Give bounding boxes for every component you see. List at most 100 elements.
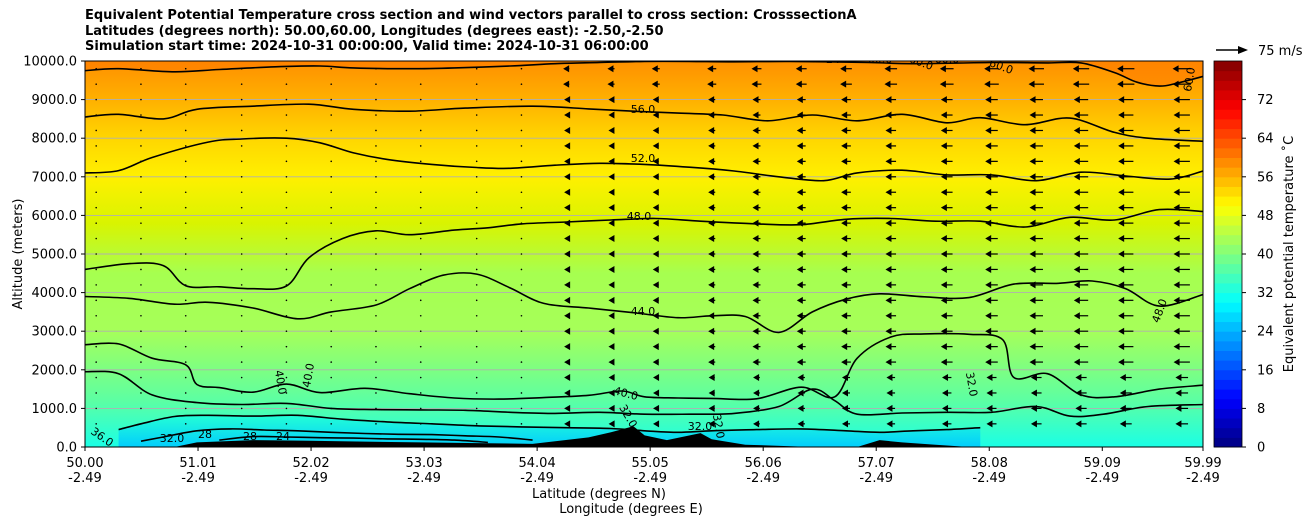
- wind-vector: [184, 222, 187, 224]
- wind-vector: [375, 392, 377, 394]
- wind-vector-head: [1029, 188, 1036, 196]
- wind-vector-head: [940, 157, 947, 165]
- wind-vector-head: [885, 142, 892, 150]
- wind-vector: [707, 65, 717, 73]
- wind-vector-head: [1028, 65, 1035, 73]
- wind-vector-head: [796, 188, 803, 196]
- wind-vector: [330, 145, 333, 147]
- wind-vector: [752, 265, 761, 273]
- x-tick-label-lat: 53.03: [405, 456, 442, 471]
- wind-vector: [841, 265, 851, 273]
- wind-vector-head: [796, 157, 803, 165]
- wind-vector: [751, 65, 762, 73]
- x-tick-label-lat: 59.99: [1184, 456, 1221, 471]
- wind-vector: [885, 327, 897, 335]
- wind-vector: [708, 219, 716, 227]
- wind-vector: [752, 250, 761, 258]
- wind-vector: [564, 327, 571, 335]
- y-tick-label: 0.0: [56, 441, 77, 456]
- wind-vector-head: [985, 188, 992, 196]
- wind-vector: [520, 314, 523, 317]
- wind-vector-head: [608, 250, 615, 258]
- colorbar-band: [1214, 311, 1242, 323]
- contour-label: 56.0: [631, 103, 656, 116]
- wind-vector: [652, 204, 659, 212]
- colorbar-band: [1214, 186, 1242, 197]
- wind-vector: [1119, 404, 1132, 412]
- wind-vector: [330, 361, 333, 363]
- wind-vector: [752, 281, 761, 289]
- wind-vector: [330, 176, 333, 178]
- wind-vector: [140, 407, 142, 410]
- contour-line-56: [85, 103, 1203, 143]
- wind-vector: [520, 268, 523, 271]
- wind-vector-head: [1173, 358, 1180, 366]
- wind-vector: [240, 392, 243, 394]
- wind-vector: [184, 314, 187, 317]
- wind-vector: [564, 204, 571, 212]
- wind-vector: [520, 160, 523, 163]
- wind-vector-head: [1118, 265, 1125, 273]
- wind-vector: [797, 374, 805, 382]
- wind-vector-head: [1173, 250, 1180, 258]
- wind-vector-head: [1119, 404, 1126, 412]
- wind-vector: [841, 404, 851, 412]
- wind-vector: [841, 96, 851, 104]
- wind-vector: [240, 253, 243, 255]
- wind-vector: [330, 423, 333, 425]
- wind-vector-head: [1029, 96, 1036, 104]
- wind-vector: [140, 423, 142, 425]
- wind-vector: [884, 80, 898, 88]
- wind-vector: [330, 345, 333, 348]
- wind-vector-head: [885, 281, 892, 289]
- wind-vector: [419, 299, 422, 302]
- quiver-key-label: 75 m/s: [1258, 44, 1303, 59]
- wind-vector: [1175, 404, 1189, 412]
- x-axis: 50.00-2.4951.01-2.4952.02-2.4953.03-2.49…: [66, 447, 1222, 486]
- wind-vector: [140, 237, 142, 240]
- wind-vector: [184, 253, 187, 255]
- y-tick-label: 9000.0: [32, 93, 78, 108]
- wind-vector: [520, 114, 523, 116]
- wind-vector: [1073, 235, 1089, 243]
- wind-vector-head: [753, 404, 760, 412]
- wind-vector: [1029, 358, 1043, 366]
- wind-vector-head: [608, 265, 615, 273]
- wind-vector: [652, 219, 659, 227]
- wind-vector: [1118, 204, 1134, 212]
- wind-vector-head: [841, 281, 848, 289]
- wind-vector-head: [1030, 389, 1037, 397]
- wind-vector-head: [1118, 296, 1125, 304]
- wind-vector-head: [796, 173, 803, 181]
- wind-vector: [940, 265, 953, 273]
- wind-vector: [885, 312, 897, 320]
- wind-vector-head: [564, 96, 571, 104]
- colorbar-tick-label: 40: [1257, 248, 1274, 263]
- wind-vector: [752, 142, 761, 150]
- wind-vector: [95, 268, 97, 271]
- wind-vector: [885, 173, 897, 181]
- colorbar-band: [1214, 427, 1242, 438]
- colorbar-band: [1214, 176, 1242, 187]
- wind-vector: [796, 343, 806, 351]
- wind-vector: [140, 222, 142, 224]
- wind-vector: [95, 253, 97, 255]
- wind-vector: [708, 250, 716, 258]
- wind-vector: [95, 98, 97, 101]
- wind-vector: [940, 296, 953, 304]
- wind-vector: [1173, 343, 1190, 351]
- wind-vector: [419, 314, 422, 317]
- wind-vector: [1117, 65, 1135, 73]
- wind-vector-head: [708, 173, 715, 181]
- wind-vector: [841, 235, 851, 243]
- wind-vector: [608, 265, 615, 273]
- colorbar-band: [1214, 128, 1242, 139]
- contour-label: 40.0: [300, 362, 317, 388]
- wind-vector-head: [608, 188, 615, 196]
- wind-vector: [240, 83, 243, 85]
- wind-vector-head: [1118, 142, 1125, 150]
- wind-vector-head: [885, 173, 892, 181]
- y-tick-label: 1000.0: [32, 402, 78, 417]
- wind-vector: [475, 237, 478, 240]
- colorbar-band: [1214, 118, 1242, 130]
